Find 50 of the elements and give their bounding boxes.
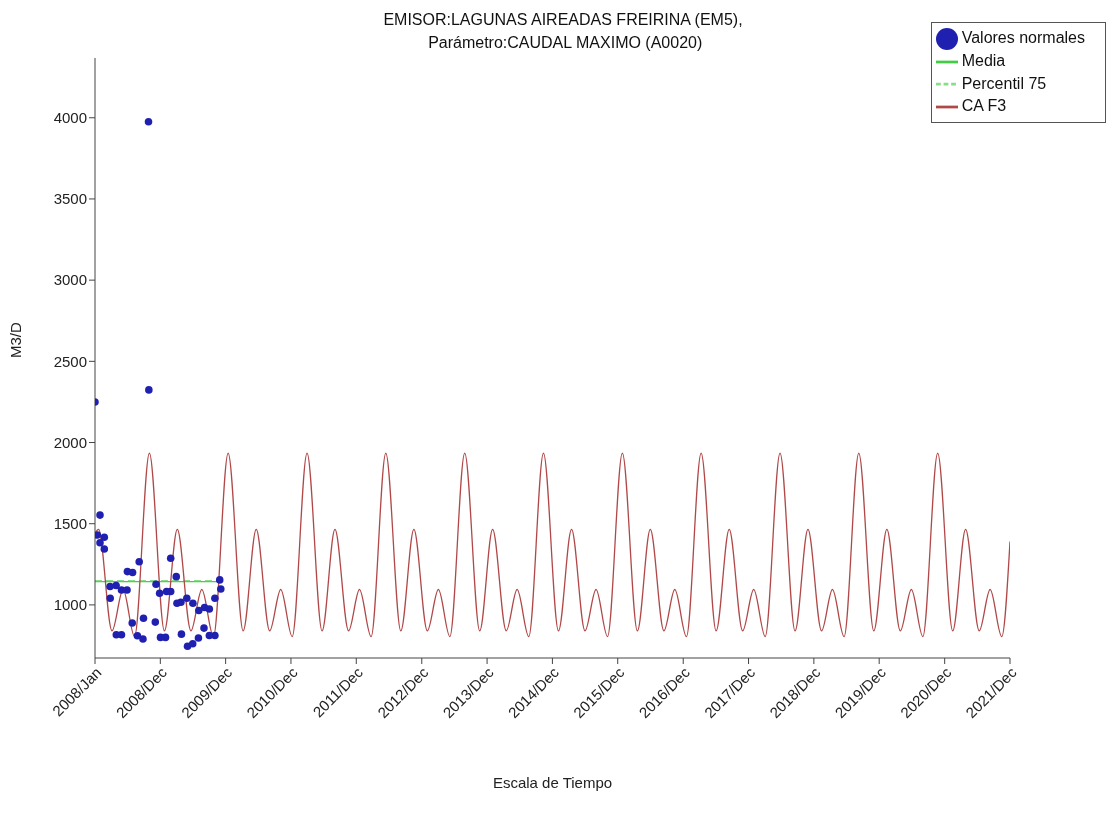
y-tick-label: 2500: [53, 352, 87, 370]
y-tick-label: 1500: [53, 515, 87, 533]
point: [112, 581, 120, 590]
point: [189, 599, 197, 608]
point: [100, 545, 109, 553]
point: [217, 585, 225, 593]
y-tick-label: 1000: [53, 596, 87, 614]
y-axis-title: M3/D: [7, 322, 25, 358]
x-axis-title: Escala de Tiempo: [492, 774, 613, 791]
legend-label: CA F3: [961, 97, 1007, 115]
legend-label: Media: [961, 51, 1006, 69]
point: [211, 594, 219, 603]
point: [96, 538, 104, 547]
y-tick-label: 3000: [53, 271, 87, 289]
legend-label: Valores normales: [961, 29, 1085, 46]
y-tick-label: 2000: [53, 433, 87, 451]
point: [135, 557, 143, 566]
point: [205, 605, 214, 613]
y-tick-label: 3500: [53, 190, 87, 208]
point: [152, 580, 160, 589]
point: [133, 631, 142, 640]
point: [117, 631, 126, 639]
point: [166, 554, 175, 563]
point: [155, 589, 164, 597]
point: [128, 568, 137, 577]
point: [188, 639, 197, 648]
line-series: [95, 452, 1010, 638]
point: [96, 511, 104, 519]
point: [200, 624, 208, 632]
legend-label: Percentil 75: [961, 74, 1047, 92]
y-tick-label: 4000: [53, 109, 87, 127]
point: [161, 633, 170, 642]
chart-title: EMISOR:LAGUNAS AIREADAS FREIRINA (EM5), Parámetro:CAUDAL MAXIMO (A0020): [383, 11, 743, 51]
point: [172, 572, 181, 581]
point: [139, 614, 148, 622]
point: [106, 594, 114, 603]
point: [151, 618, 160, 626]
point: [123, 586, 131, 594]
point: [128, 619, 137, 627]
point: [144, 118, 153, 126]
point: [211, 631, 219, 640]
point: [100, 533, 109, 541]
point: [145, 386, 153, 394]
point: [215, 576, 224, 584]
point: [177, 598, 185, 607]
point: [194, 634, 203, 642]
point: [177, 630, 186, 638]
point: [139, 635, 147, 643]
point: [95, 531, 102, 539]
point: [183, 594, 191, 603]
